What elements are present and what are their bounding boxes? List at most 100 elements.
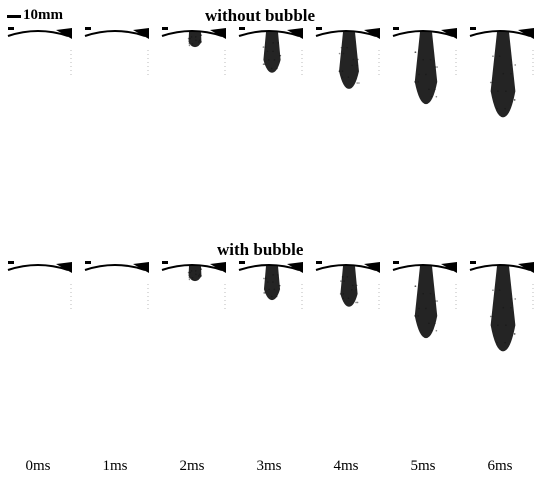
spray-droplet (278, 284, 281, 287)
nozzle-arc (161, 30, 223, 37)
spray-droplet (497, 90, 499, 92)
spray-droplet (338, 52, 341, 55)
spray-droplet (429, 58, 432, 61)
spray-droplet (434, 66, 437, 68)
spray-droplet (417, 81, 420, 83)
spray-droplet (338, 70, 341, 73)
spray-droplet (197, 275, 200, 277)
nozzle-arc (161, 264, 223, 271)
spray-droplet (351, 64, 353, 67)
spray-droplet (434, 300, 437, 302)
spray-droplet (187, 271, 190, 274)
spray-droplet (491, 81, 494, 84)
nozzle-arc (84, 30, 146, 37)
spray-droplet (492, 289, 494, 292)
spray-droplet (197, 41, 200, 43)
spray-droplet (188, 42, 191, 45)
spray-droplet (351, 284, 354, 287)
spray-frame (469, 261, 534, 352)
spray-droplet (356, 64, 359, 67)
spray-frame (315, 27, 380, 89)
spray-droplet (270, 67, 273, 70)
spray-plume (490, 32, 516, 118)
spray-droplet (190, 36, 193, 38)
nozzle-edge (316, 27, 322, 30)
spray-droplet (414, 81, 416, 83)
spray-droplet (188, 44, 191, 47)
nozzle-edge (393, 27, 399, 30)
nozzle-tip (56, 28, 72, 39)
spray-droplet (190, 270, 193, 272)
spray-droplet (435, 95, 438, 98)
nozzle-edge (470, 261, 476, 264)
spray-droplet (355, 284, 358, 287)
time-label-0ms: 0ms (25, 458, 51, 474)
spray-droplet (341, 276, 344, 278)
spray-droplet (414, 315, 416, 317)
spray-droplet (272, 281, 274, 283)
spray-plume (414, 266, 438, 339)
spray-droplet (191, 44, 194, 47)
spray-droplet (264, 277, 267, 280)
spray-droplet (514, 64, 517, 66)
spray-droplet (436, 66, 438, 68)
spray-droplet (417, 315, 420, 317)
spray-droplet (264, 46, 267, 48)
spray-droplet (342, 293, 345, 295)
spray-droplet (341, 70, 344, 73)
nozzle-edge (85, 27, 91, 30)
spray-plume (263, 32, 281, 73)
spray-droplet (510, 306, 512, 309)
nozzle-arc (392, 30, 454, 37)
spray-droplet (267, 281, 269, 283)
time-label-6ms: 6ms (487, 458, 513, 474)
spray-droplet (187, 37, 190, 40)
spray-droplet (355, 288, 357, 291)
spray-droplet (272, 274, 274, 276)
spray-plume (340, 266, 358, 307)
nozzle-tip (56, 262, 72, 273)
spray-frame (161, 27, 226, 75)
spray-droplet (418, 73, 420, 76)
spray-droplet (430, 95, 433, 98)
spray-frame (392, 27, 457, 105)
row-label-without-bubble: without bubble (205, 6, 316, 25)
spray-droplet (195, 39, 197, 42)
spray-droplet (504, 341, 506, 344)
scale-bar (7, 15, 21, 18)
spray-droplet (510, 64, 513, 66)
scale-label: 10mm (23, 7, 63, 23)
spray-droplet (200, 41, 202, 43)
spray-droplet (435, 329, 438, 332)
spray-droplet (355, 301, 357, 304)
nozzle-edge (239, 261, 245, 264)
nozzle-arc (392, 264, 454, 271)
spray-droplet (189, 271, 191, 274)
spray-plume (263, 266, 281, 301)
spray-droplet (191, 278, 194, 281)
spray-droplet (430, 329, 433, 332)
spray-droplet (340, 280, 342, 282)
nozzle-tip (210, 262, 226, 273)
spray-droplet (434, 322, 436, 325)
spray-droplet (263, 277, 265, 280)
spray-droplet (272, 42, 275, 44)
spray-frame (315, 261, 380, 309)
spray-droplet (277, 274, 279, 276)
time-label-2ms: 2ms (179, 458, 205, 474)
spray-droplet (343, 280, 346, 282)
spray-droplet (428, 88, 430, 91)
nozzle-tip (441, 262, 457, 273)
spray-droplet (414, 51, 417, 54)
spray-droplet (191, 276, 194, 279)
nozzle-arc (238, 264, 300, 271)
spray-droplet (346, 46, 348, 49)
spray-droplet (422, 58, 425, 61)
spray-droplet (275, 295, 278, 298)
spray-droplet (489, 315, 492, 318)
spray-frame (7, 261, 72, 309)
spray-droplet (350, 288, 353, 291)
spray-droplet (347, 76, 350, 78)
nozzle-tip (364, 28, 380, 39)
